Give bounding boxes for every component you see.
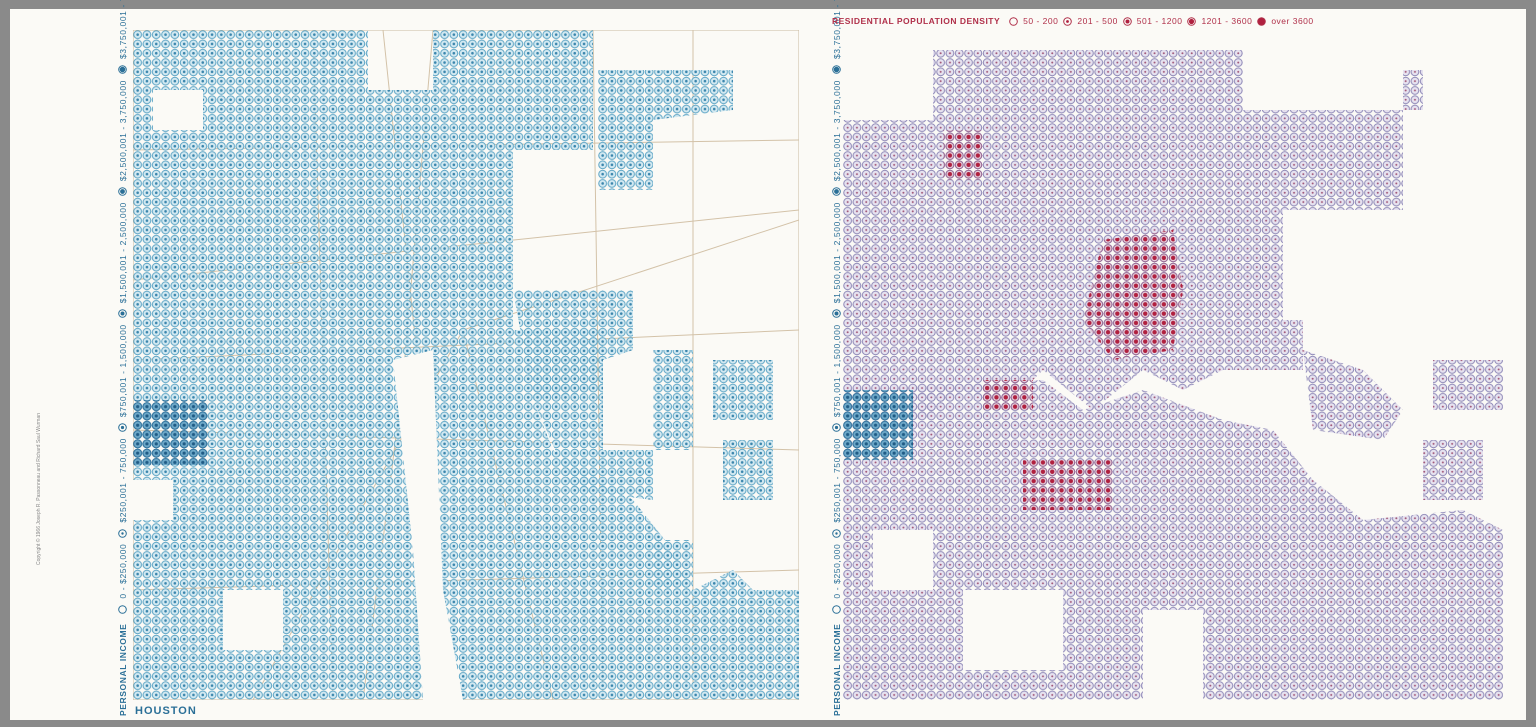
- density-legend: RESIDENTIAL POPULATION DENSITY 50 - 200 20…: [832, 16, 1314, 26]
- income-dots-high: [133, 400, 208, 465]
- legend-symbol: [118, 65, 127, 74]
- legend-item: 501 - 1200: [1136, 16, 1183, 26]
- legend-symbol: [832, 423, 841, 432]
- legend-item: 201 - 500: [1077, 16, 1118, 26]
- density-dots: [843, 50, 1503, 700]
- legend-item: 0 - $250,000: [831, 543, 842, 599]
- legend-item: $3,750,001 - 7,500,000: [831, 0, 842, 60]
- legend-item: $1,500,001 - 2,500,000: [117, 202, 128, 304]
- income-legend: PERSONAL INCOME 0 - $250,000 $250,001 - 75…: [116, 0, 129, 716]
- legend-symbol: [832, 65, 841, 74]
- legend-item: 0 - $250,000: [117, 543, 128, 599]
- legend-symbol: [118, 309, 127, 319]
- copyright: Copyright © 1966 Joseph R. Passonneau an…: [36, 412, 42, 565]
- legend-item: $750,001 - 1,500,000: [117, 324, 128, 418]
- legend-symbol: [832, 309, 841, 319]
- legend-item: $2,500,001 - 3,750,000: [117, 80, 128, 182]
- legend-item: $1,500,001 - 2,500,000: [831, 202, 842, 304]
- legend-symbol: [832, 528, 841, 538]
- legend-symbol: [118, 187, 127, 196]
- legend-symbol: [1257, 16, 1267, 26]
- legend-title: PERSONAL INCOME: [831, 623, 842, 716]
- legend-item: $250,001 - 750,000: [117, 438, 128, 523]
- legend-symbol: [832, 604, 841, 614]
- legend-item: $750,001 - 1,500,000: [831, 324, 842, 418]
- density-map: [843, 50, 1503, 700]
- legend-item: $3,750,001 - 7,500,000: [117, 0, 128, 60]
- legend-item: $250,001 - 750,000: [831, 438, 842, 523]
- legend-symbol: [832, 187, 841, 196]
- legend-symbol: [1122, 16, 1132, 26]
- legend-symbol: [118, 423, 127, 432]
- place-name: HOUSTON: [135, 705, 197, 717]
- income-legend: PERSONAL INCOME 0 - $250,000 $250,001 - 75…: [830, 0, 843, 716]
- legend-item: over 3600: [1271, 16, 1314, 26]
- legend-item: 50 - 200: [1023, 16, 1059, 26]
- legend-symbol: [1009, 16, 1018, 26]
- legend-title: RESIDENTIAL POPULATION DENSITY: [832, 16, 1001, 26]
- income-dots-high: [843, 390, 913, 460]
- density-dots-high: [943, 130, 1183, 510]
- legend-symbol: [118, 528, 127, 538]
- legend-symbol: [1187, 16, 1197, 26]
- legend-item: 1201 - 3600: [1201, 16, 1253, 26]
- legend-item: $2,500,001 - 3,750,000: [831, 80, 842, 182]
- gaps: [133, 90, 463, 700]
- legend-title: PERSONAL INCOME: [117, 623, 128, 716]
- legend-symbol: [118, 604, 127, 614]
- legend-symbol: [1063, 16, 1073, 26]
- income-map: [133, 30, 799, 700]
- density-gaps: [863, 70, 1203, 700]
- income-dots: [133, 30, 799, 700]
